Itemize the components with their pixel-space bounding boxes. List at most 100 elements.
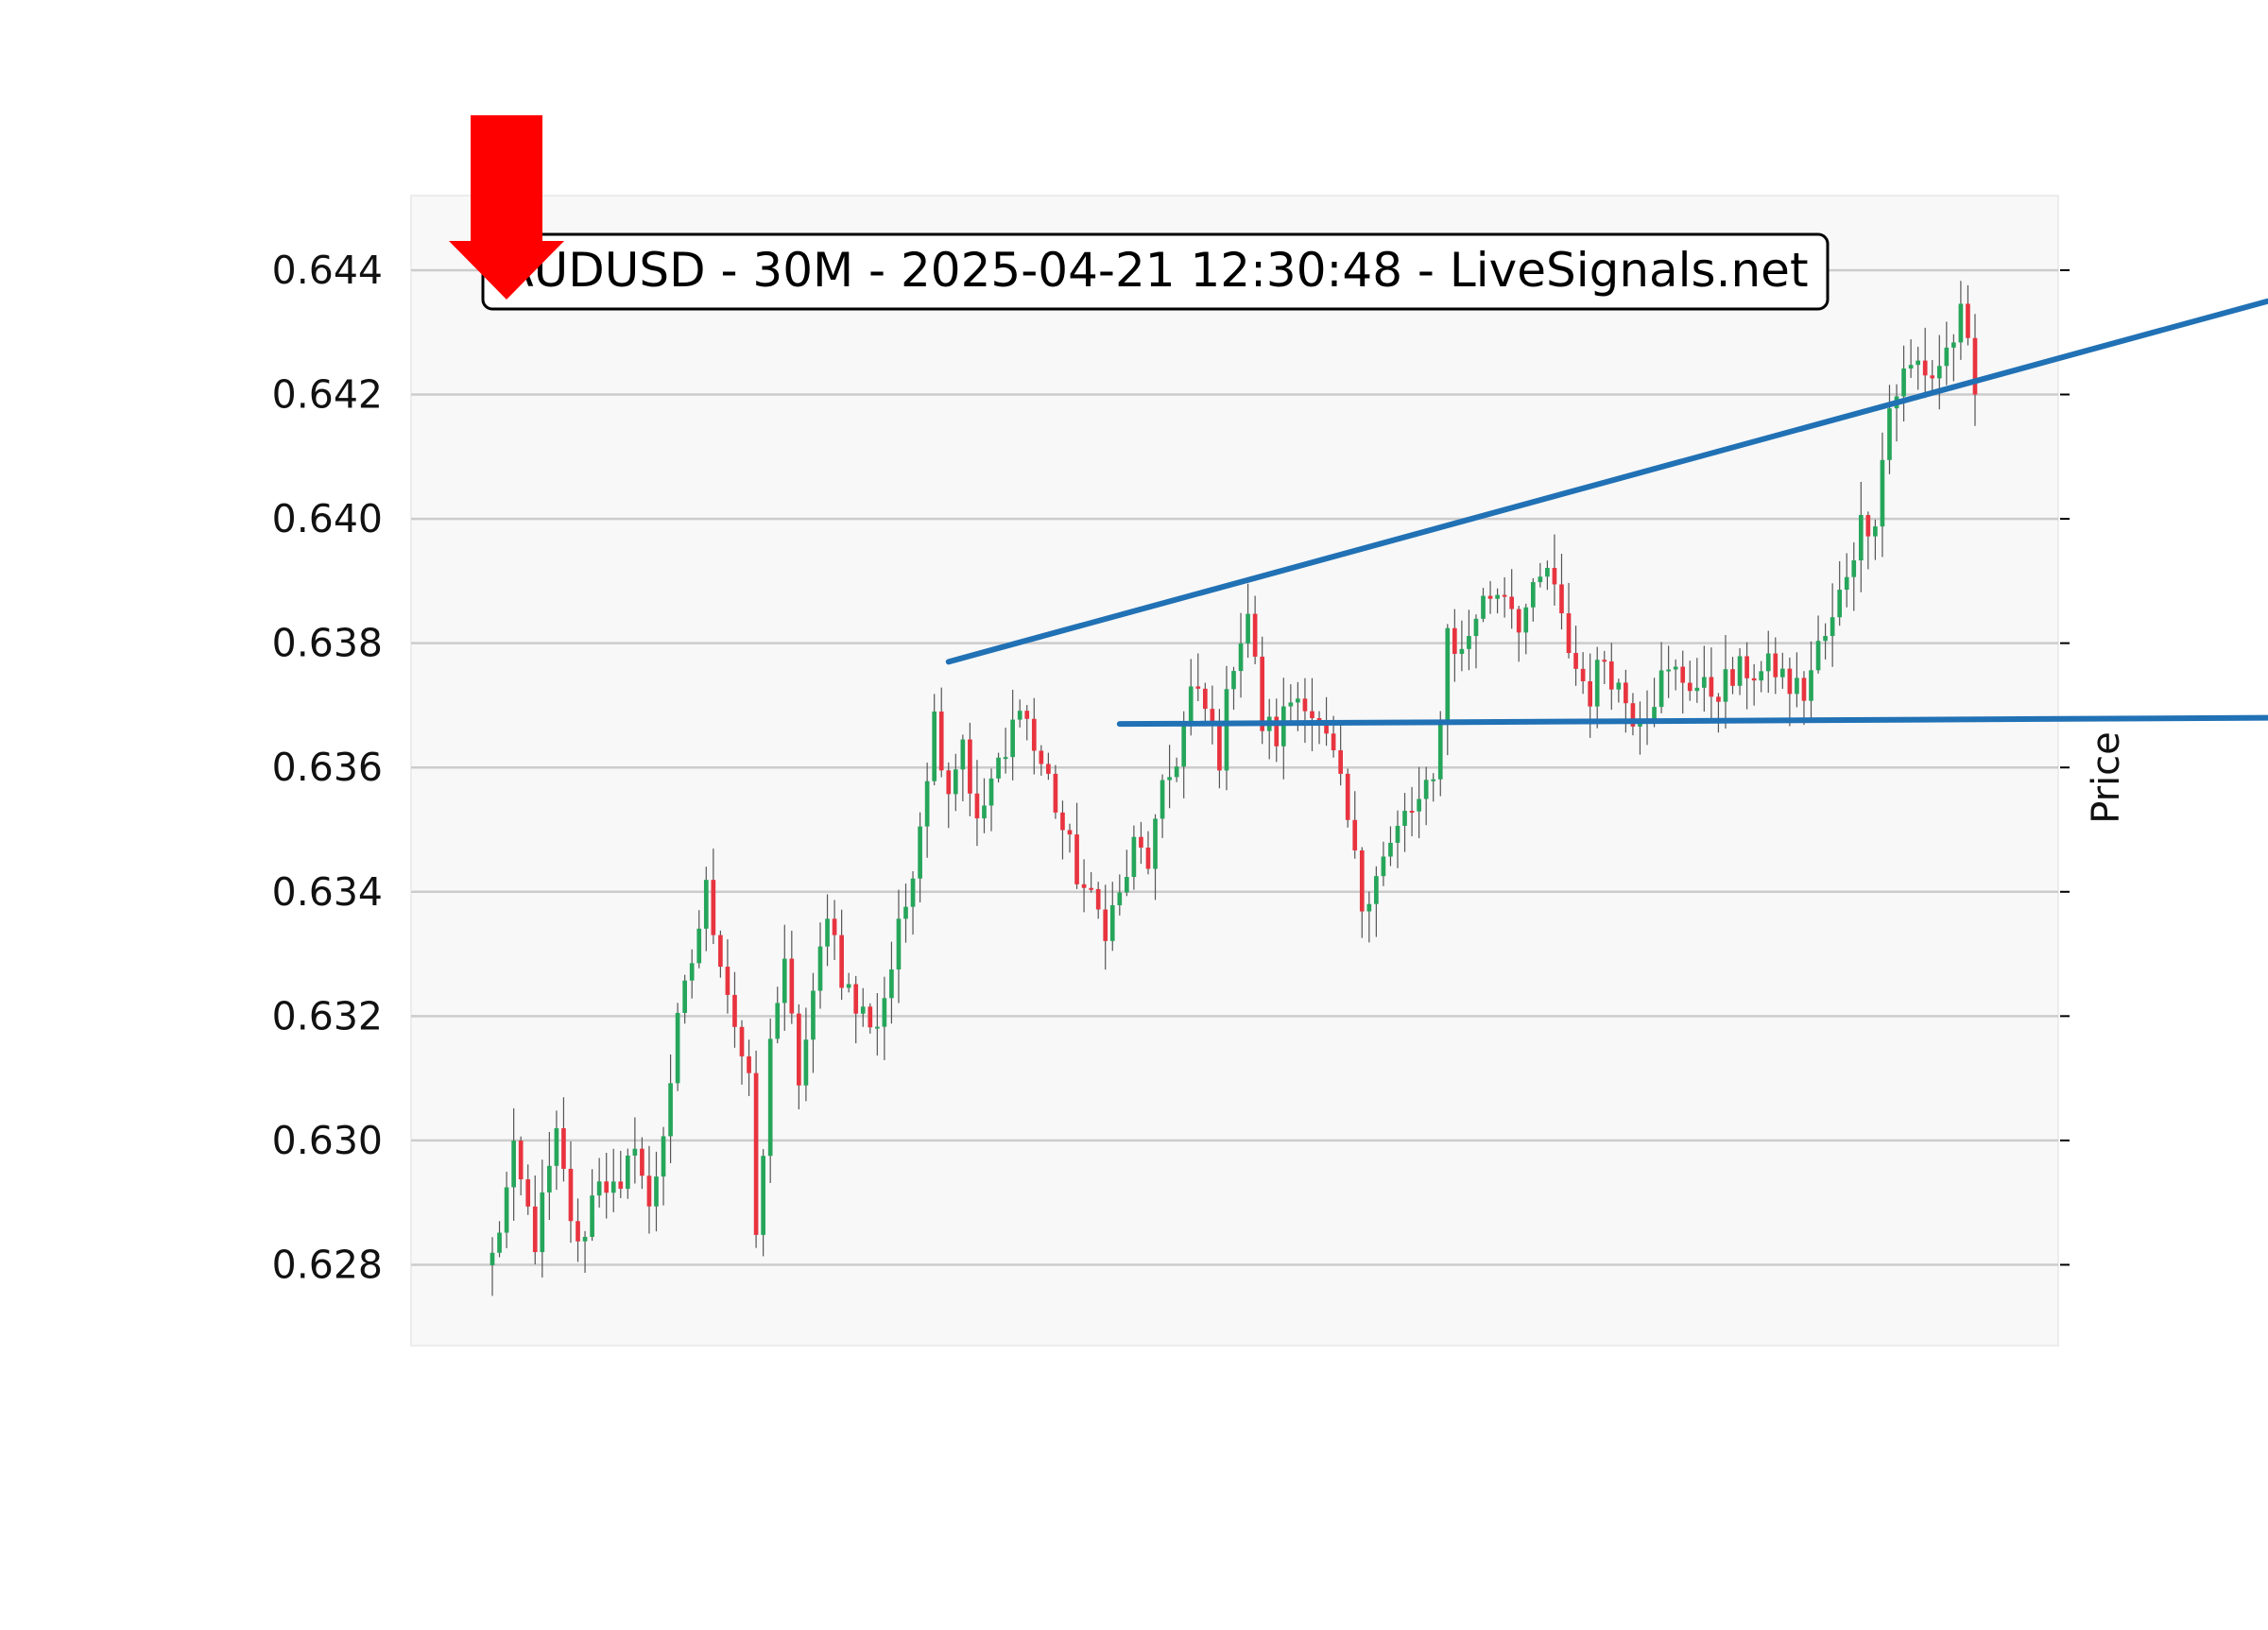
candle-body: [610, 1181, 616, 1193]
candle: [1431, 773, 1436, 802]
candle: [1145, 831, 1151, 875]
candle-body: [497, 1232, 502, 1253]
candle-body: [540, 1192, 545, 1253]
candle: [1702, 645, 1707, 712]
candle-body: [1580, 668, 1586, 681]
candle: [1238, 612, 1244, 698]
candle: [696, 910, 702, 969]
candle: [1231, 666, 1236, 711]
candle-body: [1095, 888, 1101, 910]
candle-body: [1801, 678, 1807, 701]
candle: [590, 1169, 594, 1242]
candle-body: [839, 935, 844, 988]
candle-body: [1381, 856, 1386, 877]
candle-body: [1437, 722, 1443, 780]
candle: [640, 1137, 644, 1190]
candle-body: [1074, 834, 1079, 884]
candle: [775, 987, 781, 1044]
candle: [1545, 560, 1550, 591]
candle-body: [1594, 660, 1600, 707]
candle-body: [625, 1155, 630, 1190]
candle: [1089, 871, 1093, 893]
candle-body: [1125, 877, 1129, 893]
candle-body: [711, 880, 716, 935]
candle: [803, 1007, 809, 1102]
candle: [1765, 630, 1771, 694]
candle-body: [561, 1127, 566, 1169]
candle: [1638, 701, 1642, 755]
candle: [1131, 825, 1137, 890]
candle: [1139, 821, 1143, 865]
candle: [1095, 882, 1101, 919]
candle-body: [1331, 733, 1336, 751]
candle-body: [1944, 347, 1950, 367]
candle: [703, 866, 709, 952]
candle: [1302, 678, 1308, 744]
candle-body: [811, 990, 816, 1040]
candle-body: [696, 928, 702, 964]
candle-body: [1851, 560, 1857, 577]
candle-body: [968, 739, 972, 794]
candle-body: [1495, 594, 1500, 599]
candle-body: [1751, 678, 1757, 681]
candle: [675, 1003, 680, 1091]
candle-body: [938, 711, 944, 771]
candle: [1922, 327, 1928, 399]
candle-body: [739, 1026, 745, 1056]
candle: [747, 1039, 751, 1096]
candle-body: [668, 1083, 673, 1137]
candle-body: [1730, 669, 1735, 686]
candle-body: [1573, 653, 1578, 669]
candle-body: [767, 1038, 773, 1157]
candle: [1916, 346, 1920, 390]
candle: [846, 972, 851, 993]
candle: [582, 1230, 588, 1273]
candle: [1602, 650, 1607, 684]
candle: [718, 930, 723, 978]
candle-body: [1858, 515, 1864, 561]
candle-body: [554, 1127, 559, 1166]
candle-body: [1003, 757, 1008, 760]
candle-body: [1395, 825, 1400, 843]
candle-body: [903, 906, 908, 919]
candle: [1109, 882, 1115, 952]
candle-body: [1523, 607, 1529, 633]
candle: [1153, 814, 1158, 901]
candle: [1730, 657, 1735, 695]
candle-body: [1815, 641, 1821, 671]
y-tick-label: 0.644: [272, 248, 383, 293]
candle: [1716, 693, 1721, 733]
candle: [1445, 624, 1451, 756]
candle-body: [568, 1168, 574, 1222]
candle: [1751, 663, 1757, 706]
candle-body: [1658, 670, 1664, 708]
candle: [811, 972, 816, 1073]
candle-body: [1765, 653, 1771, 672]
candle-body: [1202, 688, 1208, 710]
candle-body: [1566, 613, 1572, 654]
candle: [661, 1126, 666, 1206]
candle: [1366, 891, 1372, 943]
candle: [1680, 650, 1686, 714]
candle-body: [1972, 337, 1978, 395]
candle: [1074, 802, 1079, 889]
candle-body: [960, 739, 966, 770]
candle: [953, 753, 958, 812]
candle-body: [1880, 459, 1885, 527]
candle-body: [932, 711, 937, 781]
candle-body: [1873, 526, 1878, 537]
candle: [782, 924, 787, 1031]
candle-body: [532, 1206, 538, 1253]
candle-body: [1652, 707, 1657, 720]
candle: [1566, 582, 1572, 659]
candle-body: [525, 1179, 531, 1207]
candle-body: [868, 1006, 873, 1028]
candle: [1815, 615, 1821, 674]
candle-body: [582, 1236, 588, 1242]
candle-body: [1238, 643, 1244, 672]
candle-body: [889, 969, 894, 999]
candle-body: [1545, 567, 1550, 577]
candle: [1352, 791, 1358, 859]
y-tick-label: 0.640: [272, 496, 383, 541]
candle-body: [1624, 682, 1628, 704]
